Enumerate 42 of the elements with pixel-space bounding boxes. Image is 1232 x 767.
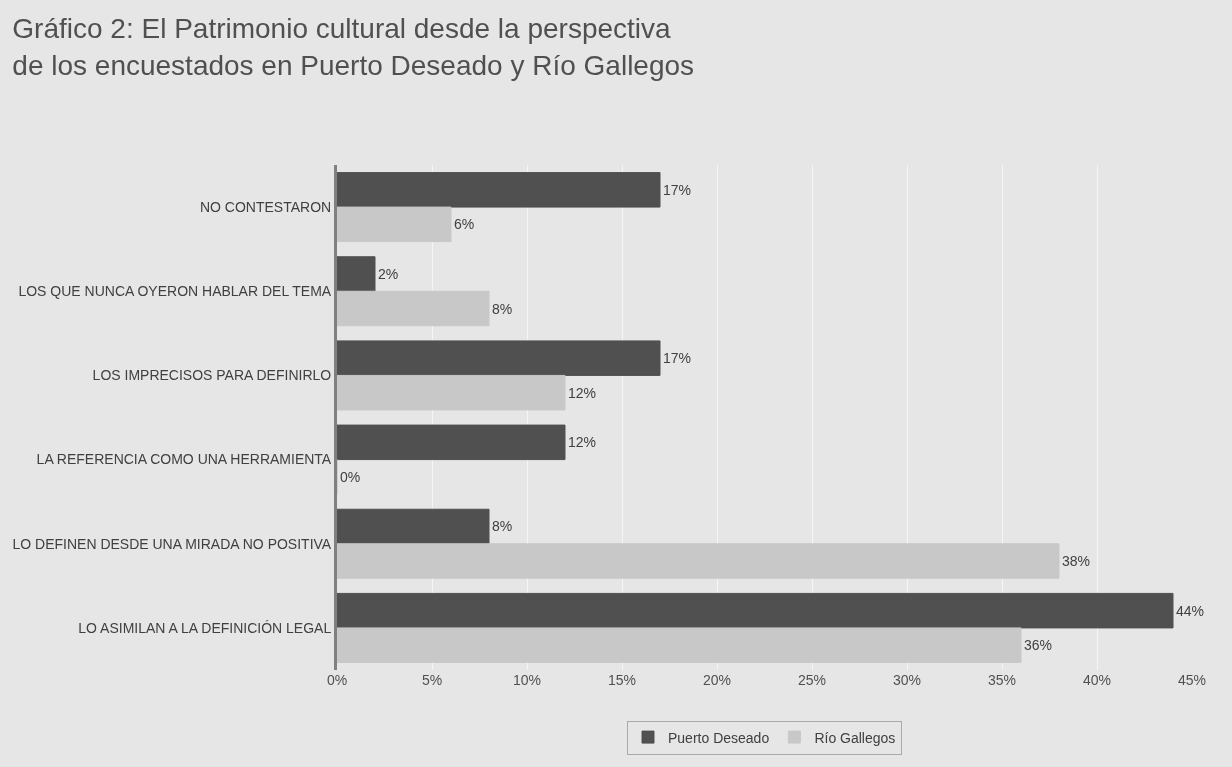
bar xyxy=(337,627,1022,663)
bar xyxy=(337,340,661,376)
bar xyxy=(337,290,490,327)
bar xyxy=(337,256,376,292)
data-label: 8% xyxy=(492,300,513,317)
x-tick-label: 5% xyxy=(421,672,443,688)
bar xyxy=(337,206,452,243)
data-label: 36% xyxy=(1024,637,1053,654)
bar xyxy=(337,374,566,411)
legend-label: Puerto Deseado xyxy=(668,729,770,746)
data-label: 38% xyxy=(1062,553,1091,570)
data-label: 44% xyxy=(1176,602,1205,619)
bar xyxy=(337,172,661,208)
data-label: 17% xyxy=(663,181,692,198)
data-label: 8% xyxy=(492,518,513,535)
legend-label: Río Gallegos xyxy=(814,729,896,746)
data-label: 12% xyxy=(568,434,597,451)
x-tick-label: 15% xyxy=(607,672,637,688)
data-label: 2% xyxy=(378,265,399,282)
x-tick-label: 25% xyxy=(797,672,827,688)
x-tick-label: 40% xyxy=(1082,672,1112,688)
bar xyxy=(337,424,566,461)
x-tick-label: 10% xyxy=(512,672,542,688)
x-tick-label: 0% xyxy=(326,672,348,688)
data-label: 17% xyxy=(663,350,692,367)
data-label: 12% xyxy=(568,384,597,401)
x-tick-label: 30% xyxy=(892,672,922,688)
data-label: 0% xyxy=(340,468,361,485)
bar xyxy=(337,508,490,545)
y-tick-label: LO DEFINEN DESDE UNA MIRADA NO POSITIVA xyxy=(12,535,332,552)
data-label: 6% xyxy=(454,216,475,233)
y-tick-label: NO CONTESTARON xyxy=(200,198,332,215)
y-tick-label: LOS QUE NUNCA OYERON HABLAR DEL TEMA xyxy=(18,283,332,300)
y-tick-label: LOS IMPRECISOS PARA DEFINIRLO xyxy=(92,367,332,384)
y-tick-label: LA REFERENCIA COMO UNA HERRAMIENTA xyxy=(36,451,332,468)
x-tick-label: 20% xyxy=(702,672,732,688)
x-tick-label: 45% xyxy=(1177,672,1207,688)
bar xyxy=(337,543,1060,579)
y-tick-label: LO ASIMILAN A LA DEFINICIÓN LEGAL xyxy=(78,619,332,636)
x-tick-label: 35% xyxy=(987,672,1017,688)
bar xyxy=(337,592,1174,629)
chart-title: Gráfico 2: El Patrimonio cultural desde la perspectiva de los encuestados en Puerto Deseado y Río Gallegos xyxy=(12,13,695,81)
